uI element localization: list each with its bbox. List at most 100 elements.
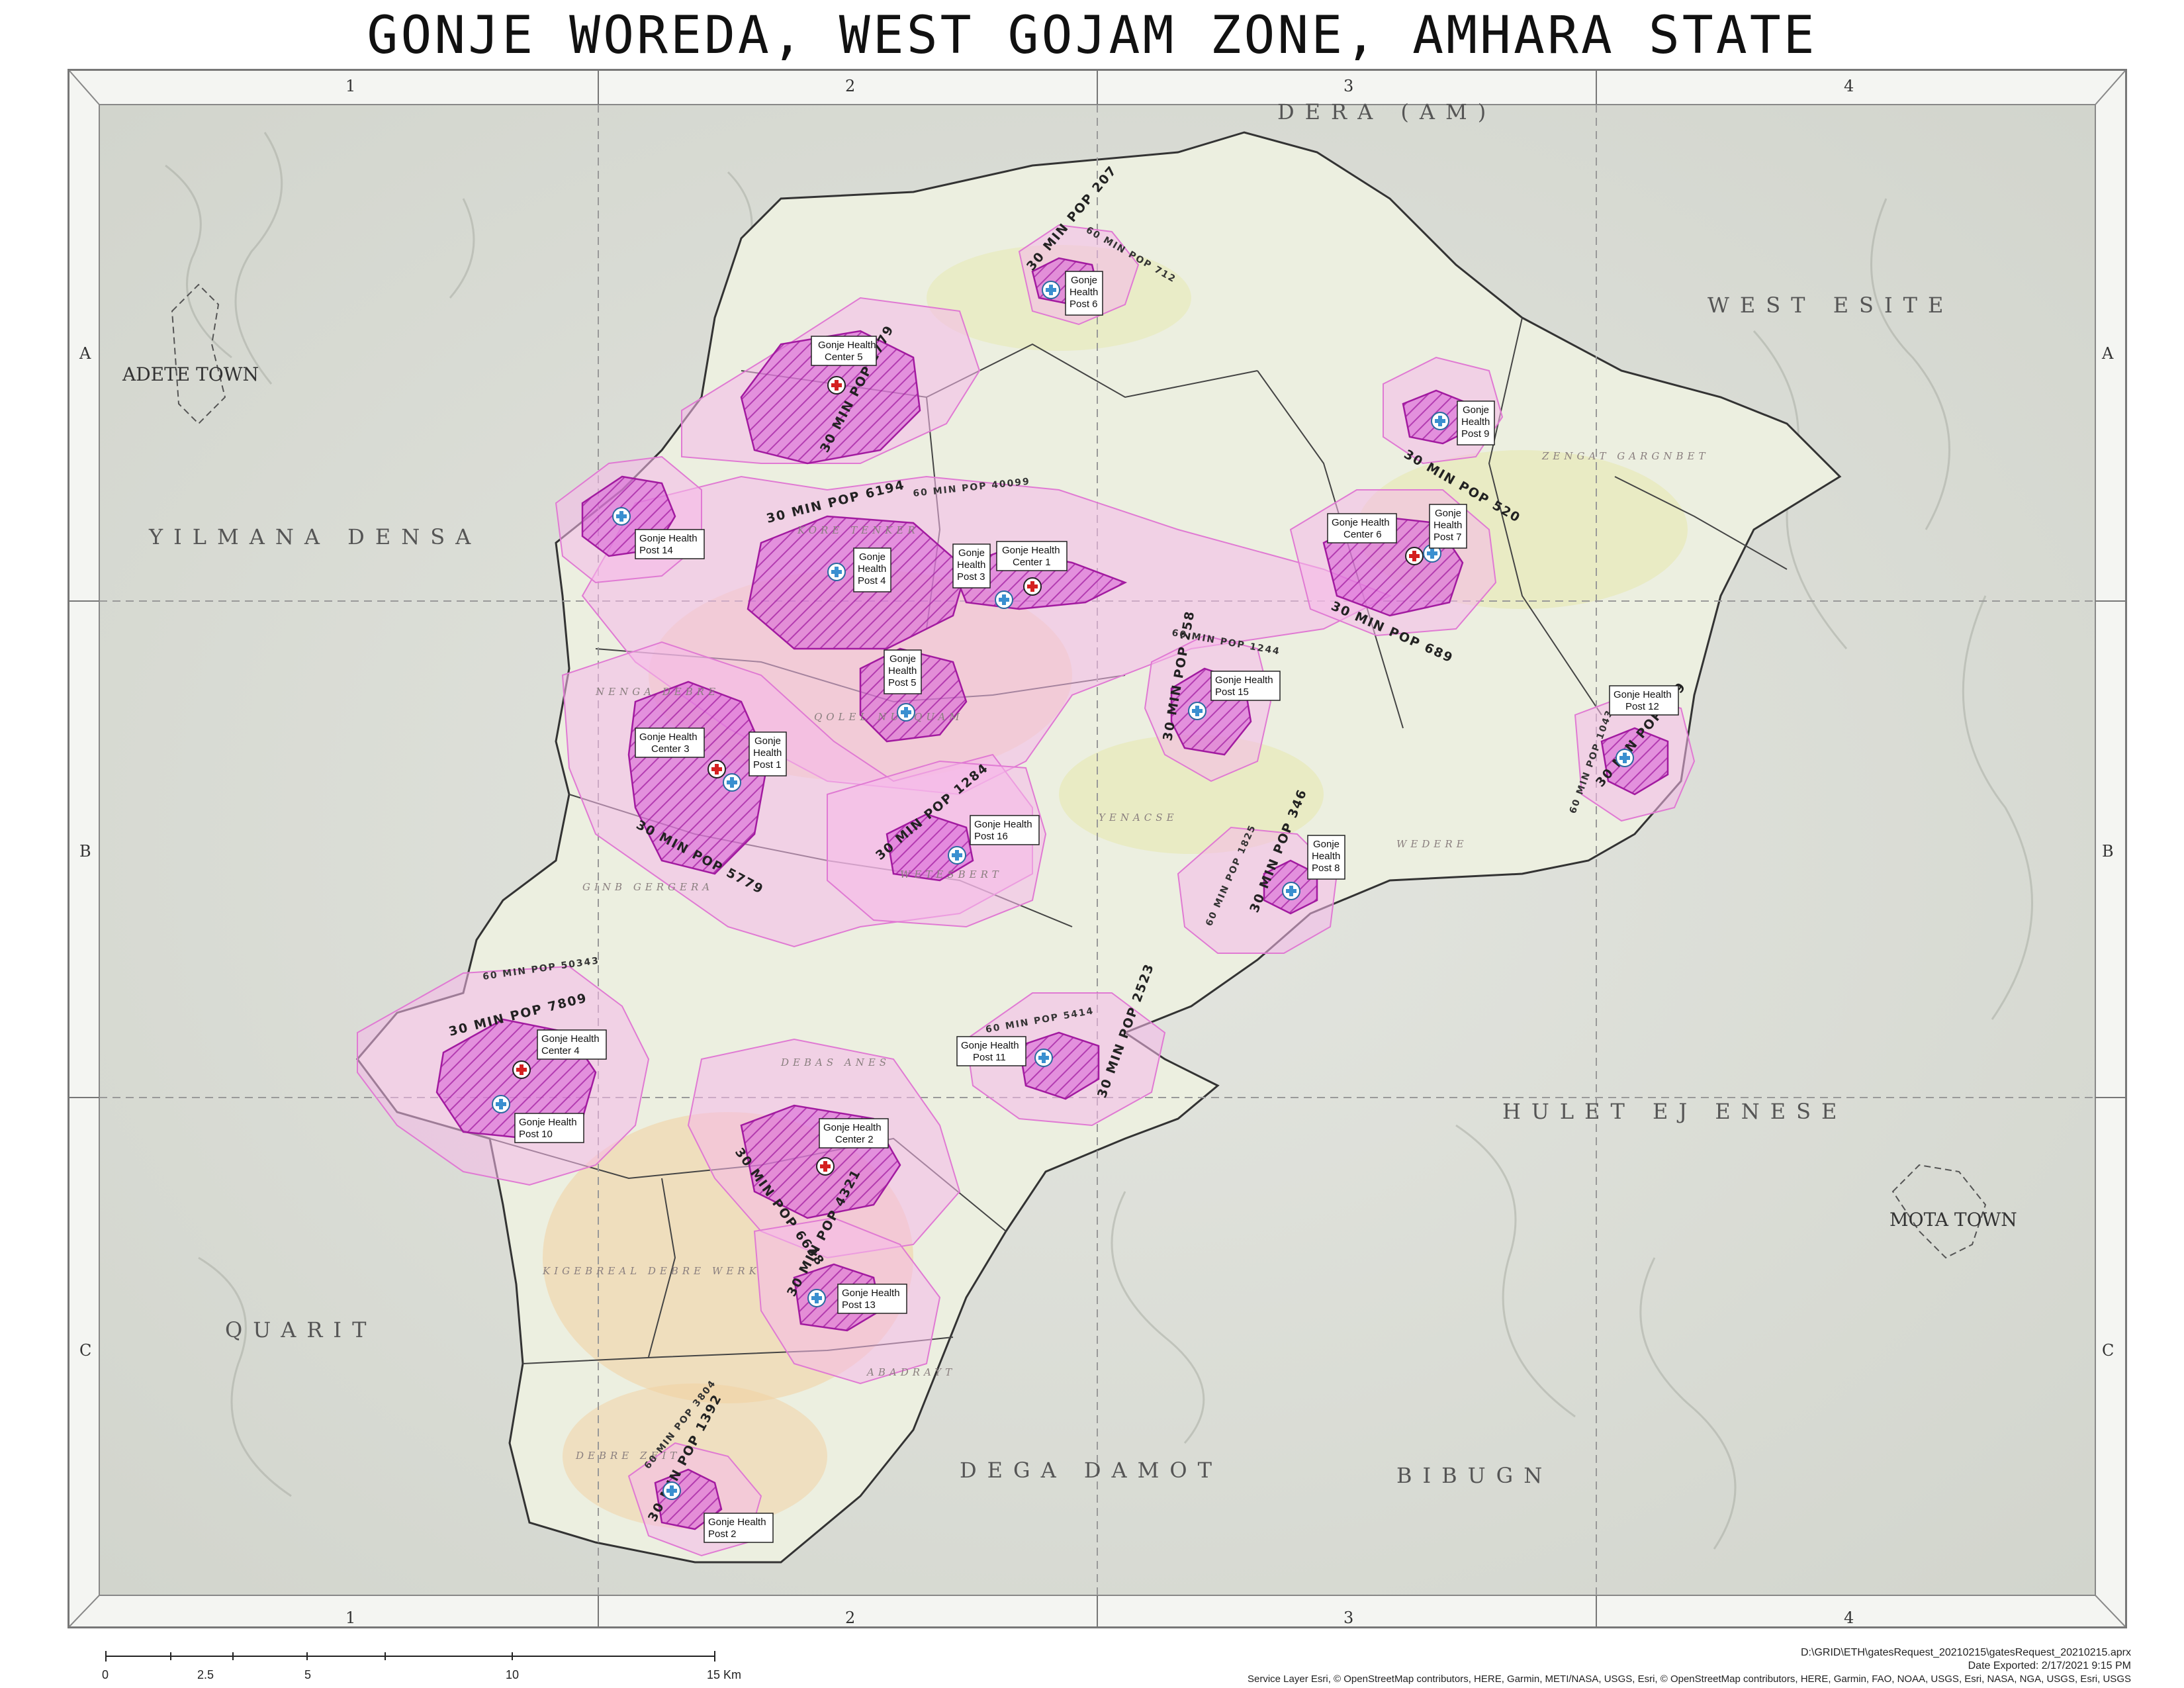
health-post-markers[interactable] — [492, 281, 1634, 1500]
health-post-icon[interactable] — [1282, 882, 1300, 900]
health-center-icon[interactable] — [512, 1060, 531, 1079]
place-dera: DERA (AM) — [1277, 99, 1496, 124]
health-post-icon[interactable] — [723, 773, 741, 792]
kebele-label: KORE TENKER — [797, 524, 919, 536]
callout-text: Post 5 — [888, 677, 917, 688]
callout-text: Center 4 — [541, 1045, 580, 1056]
grid-col-label-top-1: 1 — [345, 77, 356, 95]
callout-text: Post 7 — [1433, 532, 1462, 543]
grid-row-label-right-a: A — [2102, 344, 2114, 363]
health-center-icon[interactable] — [816, 1157, 835, 1176]
kebele-label: KIGEBREAL DEBRE WERK — [542, 1265, 760, 1277]
kebele-label: NENGA DEBRE — [595, 686, 719, 698]
health-post-icon[interactable] — [1042, 281, 1060, 299]
health-post-icon[interactable] — [1615, 749, 1634, 767]
town-mota: MOTA TOWN — [1889, 1209, 2017, 1231]
place-quarit: QUARIT — [225, 1317, 377, 1342]
callout-text: Post 14 — [639, 545, 673, 556]
scale-bar — [105, 1651, 715, 1662]
kebele-label: GINB GERGERA — [582, 881, 713, 893]
callout-text: Center 2 — [835, 1134, 874, 1145]
place-yilmana-densa: YILMANA DENSA — [148, 524, 481, 549]
health-post-icon[interactable] — [662, 1481, 681, 1500]
callout-text: Gonje Health — [818, 340, 876, 351]
grid-row-label-right-c: C — [2102, 1341, 2115, 1360]
grid-col-label-bottom-3: 3 — [1343, 1609, 1354, 1627]
callout-text: Gonje Health — [961, 1040, 1019, 1051]
callout-text: Gonje — [1071, 275, 1097, 286]
callout-text: Center 6 — [1343, 529, 1382, 540]
health-center-icon[interactable] — [1405, 547, 1424, 565]
callout-text: Post 16 — [974, 831, 1008, 842]
callout-text: Gonje Health — [639, 533, 698, 544]
callout-text: Gonje — [754, 735, 781, 747]
footer-credits: Service Layer Esri, © OpenStreetMap cont… — [1248, 1673, 2131, 1685]
callout-text: Health — [1433, 520, 1462, 531]
callout-text: Health — [858, 563, 886, 575]
callout-text: Post 6 — [1069, 299, 1098, 310]
callout-text: Post 13 — [842, 1299, 876, 1311]
place-dega-damot: DEGA DAMOT — [960, 1458, 1222, 1483]
health-post-icon[interactable] — [1034, 1049, 1053, 1067]
grid-col-label-top-3: 3 — [1343, 77, 1354, 95]
place-west-esite: WEST ESITE — [1707, 293, 1954, 318]
callout-text: Gonje Health — [541, 1033, 600, 1045]
place-bibugn: BIBUGN — [1396, 1463, 1553, 1488]
health-post-icon[interactable] — [612, 507, 631, 526]
health-center-markers[interactable] — [512, 376, 1424, 1176]
scale-label-10: 10 — [506, 1668, 520, 1681]
grid-col-label-bottom-1: 1 — [345, 1609, 356, 1627]
grid-ticks — [69, 71, 2125, 1626]
callout-text: Post 3 — [957, 571, 985, 583]
health-post-icon[interactable] — [1431, 412, 1449, 430]
health-post-icon[interactable] — [827, 563, 846, 581]
callout-text: Gonje — [1313, 839, 1340, 850]
health-center-icon[interactable] — [707, 760, 726, 778]
health-post-icon[interactable] — [995, 590, 1013, 609]
kebele-label: WETESBERT — [900, 868, 1003, 880]
kebele-label: QOLEL NUBQUAM — [814, 711, 964, 723]
callout-text: Gonje Health — [639, 731, 698, 743]
callout-text: Post 12 — [1625, 701, 1659, 712]
catchment-30-hp11 — [1018, 1031, 1100, 1100]
callout-text: Gonje — [958, 547, 985, 559]
kebele-label: YENACSE — [1099, 812, 1178, 823]
health-post-icon[interactable] — [1188, 702, 1206, 720]
grid-col-label-top-2: 2 — [845, 77, 856, 95]
health-post-icon[interactable] — [807, 1289, 826, 1307]
callout-text: Post 2 — [708, 1528, 737, 1540]
health-post-icon[interactable] — [948, 846, 966, 865]
callout-text: Post 1 — [753, 759, 782, 771]
footer-project-path: D:\GRID\ETH\gatesRequest_20210215\gatesR… — [1801, 1647, 2131, 1658]
map-title: GONJE WOREDA, WEST GOJAM ZONE, AMHARA ST… — [367, 6, 1817, 66]
callout-text: Gonje Health — [708, 1517, 766, 1528]
town-adete: ADETE TOWN — [122, 363, 259, 385]
grid-col-label-bottom-2: 2 — [845, 1609, 856, 1627]
callout-text: Gonje Health — [1332, 517, 1390, 528]
callout-text: Gonje Health — [519, 1117, 577, 1128]
health-center-icon[interactable] — [827, 376, 846, 395]
callout-text: Health — [957, 559, 985, 571]
callout-text: Health — [1069, 287, 1098, 298]
callout-text: Health — [1312, 851, 1340, 862]
callout-text: Post 10 — [519, 1129, 553, 1140]
callout-text: Post 9 — [1461, 428, 1490, 440]
callout-text: Gonje Health — [1614, 689, 1672, 700]
health-post-icon[interactable] — [492, 1095, 510, 1113]
health-post-icon[interactable] — [897, 703, 915, 722]
callout-text: Center 3 — [651, 743, 690, 755]
health-center-icon[interactable] — [1023, 577, 1042, 596]
